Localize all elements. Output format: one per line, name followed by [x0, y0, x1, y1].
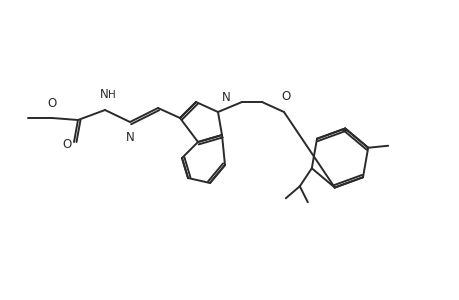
Text: H: H [108, 90, 116, 100]
Text: N: N [125, 131, 134, 144]
Text: N: N [100, 88, 108, 101]
Text: N: N [222, 91, 230, 104]
Text: O: O [62, 137, 72, 151]
Text: O: O [47, 97, 56, 110]
Text: O: O [281, 90, 290, 103]
